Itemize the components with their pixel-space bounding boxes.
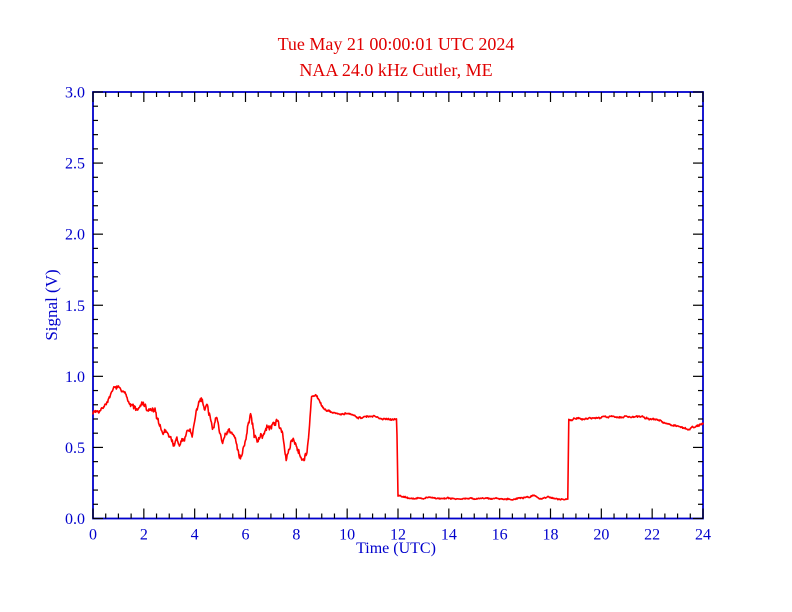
y-tick-label: 3.0 <box>65 85 85 102</box>
x-tick-label: 16 <box>492 527 508 544</box>
x-tick-label: 10 <box>339 527 355 544</box>
signal-trace <box>92 385 704 501</box>
x-axis-title: Time (UTC) <box>356 540 436 557</box>
x-tick-label: 6 <box>242 527 250 544</box>
y-tick-label: 0.0 <box>65 511 85 528</box>
x-tick-label: 14 <box>441 527 457 544</box>
x-tick-label: 18 <box>543 527 559 544</box>
chart-subtitle: NAA 24.0 kHz Cutler, ME <box>299 60 493 80</box>
y-tick-label: 2.0 <box>65 227 85 244</box>
x-tick-label: 24 <box>695 527 711 544</box>
x-tick-label: 8 <box>292 527 300 544</box>
x-tick-label: 12 <box>390 527 406 544</box>
x-tick-label: 22 <box>644 527 660 544</box>
x-tick-label: 2 <box>140 527 148 544</box>
x-tick-label: 20 <box>593 527 609 544</box>
y-tick-label: 1.0 <box>65 369 85 386</box>
y-tick-label: 2.5 <box>65 156 85 173</box>
chart-title: Tue May 21 00:00:01 UTC 2024 <box>277 34 515 54</box>
x-tick-label: 4 <box>191 527 199 544</box>
y-tick-label: 1.5 <box>65 298 85 315</box>
x-tick-label: 0 <box>89 527 97 544</box>
y-tick-label: 0.5 <box>65 440 85 457</box>
